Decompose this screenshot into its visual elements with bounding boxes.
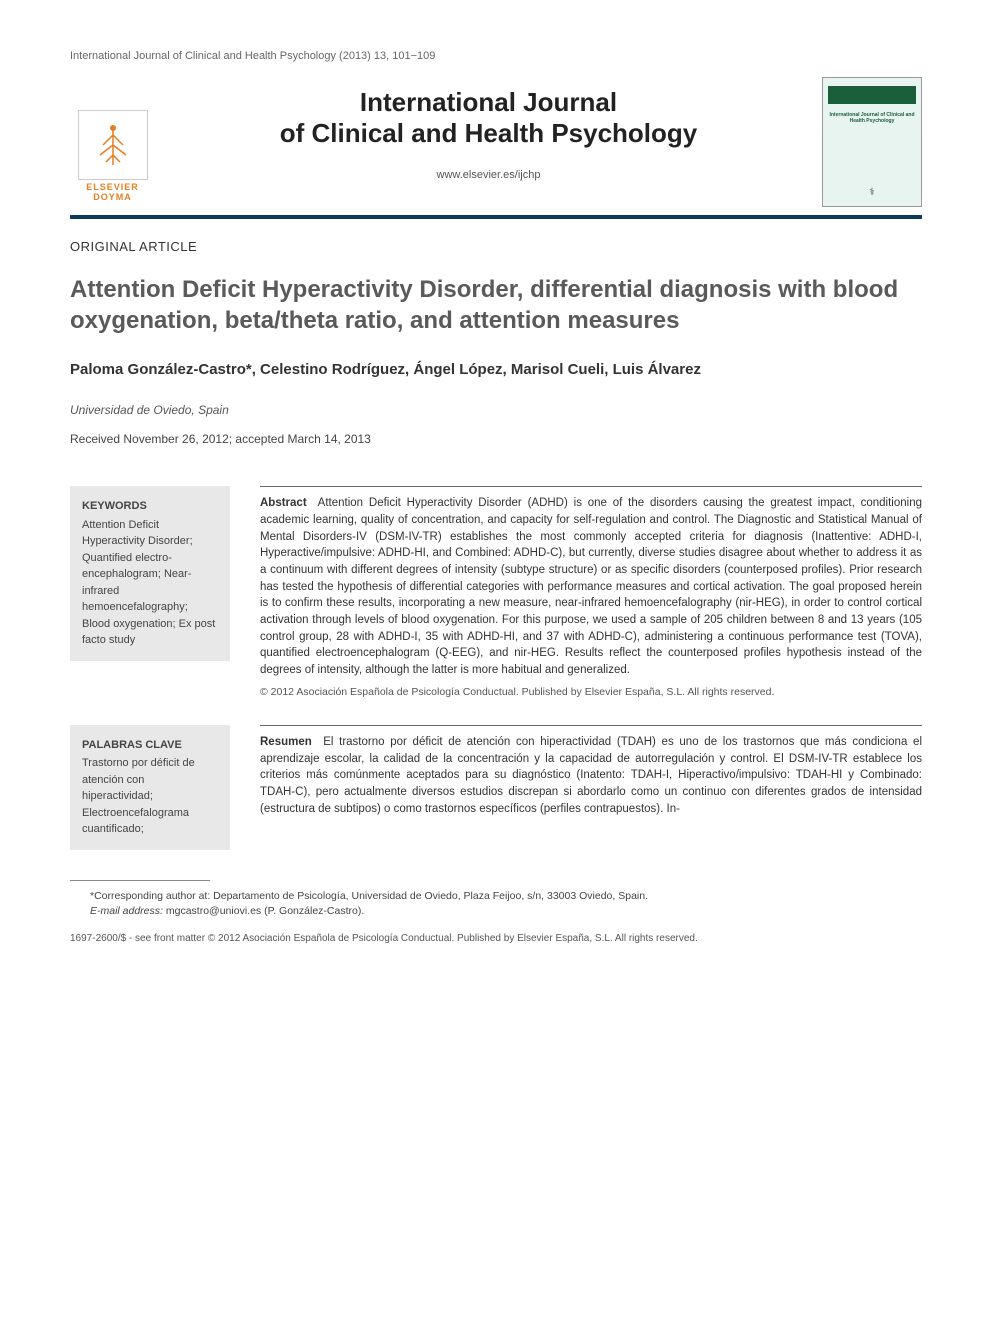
- citation-line: International Journal of Clinical and He…: [70, 50, 922, 62]
- elsevier-logo: ELSEVIER DOYMA: [70, 77, 155, 207]
- elsevier-text: ELSEVIER DOYMA: [86, 182, 139, 202]
- corresponding-author-footnote: *Corresponding author at: Departamento d…: [70, 889, 922, 918]
- keywords-spanish-box: PALABRAS CLAVE Trastorno por déficit de …: [70, 725, 230, 850]
- cover-icon: ⚕: [869, 187, 874, 198]
- abstract-english: Abstract Attention Deficit Hyperactivity…: [260, 486, 922, 700]
- email-label: E-mail address:: [90, 905, 163, 917]
- abstract-label-es: Resumen: [260, 736, 312, 748]
- journal-title: International Journal of Clinical and He…: [175, 87, 802, 149]
- article-title: Attention Deficit Hyperactivity Disorder…: [70, 274, 922, 336]
- keywords-heading-es: PALABRAS CLAVE: [82, 737, 218, 754]
- copyright-en: © 2012 Asociación Española de Psicología…: [260, 685, 922, 700]
- abstract-spanish: Resumen El trastorno por déficit de aten…: [260, 725, 922, 850]
- issn-line: 1697-2600/$ - see front matter © 2012 As…: [70, 933, 922, 944]
- keywords-text-en: Attention Deficit Hyperactivity Disorder…: [82, 517, 218, 649]
- cover-title: International Journal of Clinical and He…: [828, 113, 916, 124]
- journal-header: ELSEVIER DOYMA International Journal of …: [70, 77, 922, 219]
- abstract-spanish-row: PALABRAS CLAVE Trastorno por déficit de …: [70, 725, 922, 850]
- abstract-label-en: Abstract: [260, 497, 307, 509]
- article-type: ORIGINAL ARTICLE: [70, 239, 922, 254]
- footnote-separator: [70, 880, 210, 881]
- article-dates: Received November 26, 2012; accepted Mar…: [70, 432, 922, 446]
- keywords-text-es: Trastorno por déficit de atención con hi…: [82, 755, 218, 838]
- email-address: mgcastro@uniovi.es (P. González-Castro).: [166, 905, 364, 917]
- keywords-english-box: KEYWORDS Attention Deficit Hyperactivity…: [70, 486, 230, 661]
- journal-title-block: International Journal of Clinical and He…: [155, 77, 822, 207]
- abstract-text-es: El trastorno por déficit de atención con…: [260, 736, 922, 815]
- abstract-english-row: KEYWORDS Attention Deficit Hyperactivity…: [70, 486, 922, 700]
- elsevier-tree-icon: [78, 110, 148, 180]
- journal-url: www.elsevier.es/ijchp: [175, 169, 802, 181]
- keywords-heading-en: KEYWORDS: [82, 498, 218, 515]
- affiliation: Universidad de Oviedo, Spain: [70, 403, 922, 417]
- abstract-text-en: Attention Deficit Hyperactivity Disorder…: [260, 497, 922, 676]
- journal-cover-thumbnail: International Journal of Clinical and He…: [822, 77, 922, 207]
- author-list: Paloma González-Castro*, Celestino Rodrí…: [70, 361, 922, 378]
